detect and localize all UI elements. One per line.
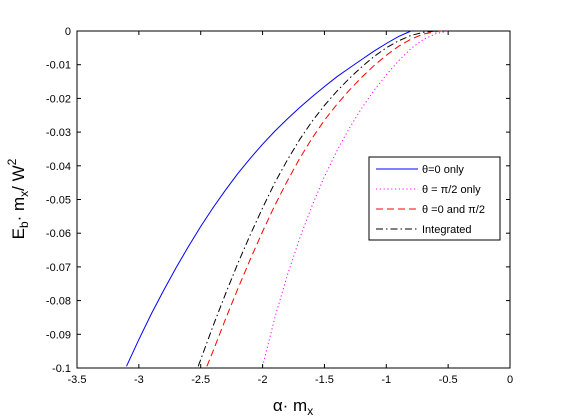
y-tick-label: -0.06 (46, 228, 71, 240)
x-axis-label: α· mx (273, 396, 313, 418)
legend-label-3: θ =0 and π/2 (422, 204, 485, 216)
y-axis-label-sub-b: b (17, 221, 31, 228)
x-axis-label-sub: x (307, 404, 313, 418)
series-line-1 (126, 30, 412, 367)
y-axis-label-sup: 2 (5, 158, 19, 165)
x-tick-label: -1.5 (315, 374, 334, 386)
x-tick-label: -2.5 (191, 374, 210, 386)
series-layer (126, 30, 449, 367)
legend-box (368, 156, 501, 241)
x-tick-label: -1 (381, 374, 391, 386)
y-tick-label: -0.09 (46, 329, 71, 341)
x-tick-label: 0 (507, 374, 513, 386)
y-tick-label: -0.1 (52, 363, 71, 375)
legend-label-1: θ=0 only (422, 164, 464, 176)
legend-label-4: Integrated (422, 224, 472, 236)
x-tick-label: -3.5 (68, 374, 87, 386)
tick-layer: -3.5 -3 -2.5 -2 -1.5 -1 -0.5 0 -0.1 -0.09 -0.08 -0.… (46, 26, 513, 386)
y-tick-label: -0.02 (46, 93, 71, 105)
y-tick-label: -0.05 (46, 195, 71, 207)
y-tick-label: -0.07 (46, 262, 71, 274)
y-axis-label-sub-x: x (17, 191, 31, 197)
legend: θ=0 only θ = π/2 only θ =0 and π/2 Integrat… (368, 156, 501, 241)
y-tick-label: 0 (65, 26, 71, 38)
y-axis-label: Eb· mx/ W2 (5, 158, 31, 239)
y-tick-label: -0.03 (46, 127, 71, 139)
x-tick-label: -2 (258, 374, 268, 386)
y-tick-label: -0.04 (46, 161, 71, 173)
y-tick-label: -0.08 (46, 296, 71, 308)
legend-label-2: θ = π/2 only (422, 184, 481, 196)
series-line-3 (206, 30, 443, 367)
y-tick-label: -0.01 (46, 60, 71, 72)
x-tick-label: -3 (134, 374, 144, 386)
x-tick-label: -0.5 (439, 374, 458, 386)
series-line-4 (197, 30, 436, 367)
